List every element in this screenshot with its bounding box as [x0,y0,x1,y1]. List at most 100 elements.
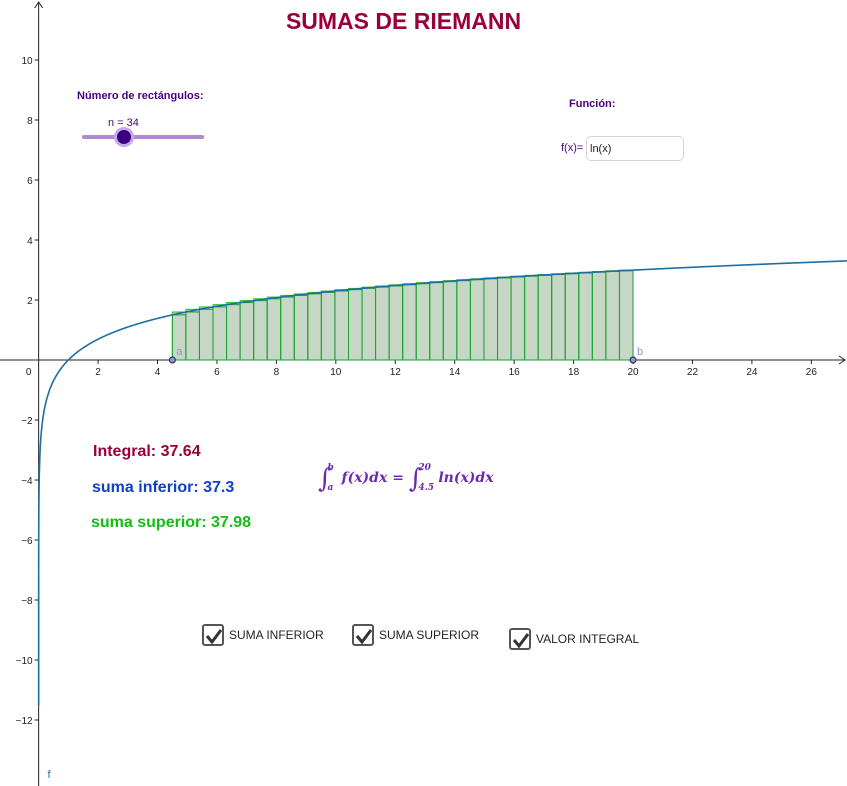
upper-sum-rectangle [537,274,553,361]
point-b-marker [629,356,637,364]
function-input[interactable] [586,136,684,161]
formula-equals: = [392,470,404,486]
upper-sum-rectangle [348,287,363,361]
upper-sum-rectangle [280,294,295,361]
upper-sum-rectangle [591,271,607,361]
upper-sum-rectangle [605,270,620,361]
integral-sign-icon-2: ∫ [408,464,423,494]
upper-sum-rectangle [564,272,580,361]
checkbox-label: SUMA INFERIOR [229,628,324,642]
upper-sum-rectangle [618,269,634,361]
x-axis-arrow-icon [838,355,846,365]
upper-sum-rectangle [551,273,566,361]
page-title: SUMAS DE RIEMANN [285,8,522,34]
x-tick-label: 0 [26,367,32,378]
y-tick-label: 2 [27,296,33,307]
upper-sum-rectangle [415,282,431,361]
upper-sum-rectangle [510,275,526,361]
x-tick-label: 20 [627,367,639,378]
x-tick-label: 10 [330,367,342,378]
upper-sum-rectangle [185,308,200,361]
x-tick-label: 24 [746,367,758,378]
y-tick-label: −4 [21,476,33,487]
lower-sum-value: suma inferior: 37.3 [92,479,235,496]
checkbox-box[interactable] [352,624,374,646]
slider-value: n = 34 [108,117,139,129]
formula-rhs-lower: 4.5 [418,483,435,493]
x-tick-label: 26 [806,367,818,378]
upper-sum-rectangle [388,284,404,361]
y-tick-label: −6 [21,536,33,547]
slider-label: Número de rectángulos: [77,90,204,102]
check-icon [512,633,530,649]
formula-lhs-upper: b [327,463,334,473]
curve-label: f [48,769,52,781]
formula-lhs-lower: a [327,483,334,493]
formula-rhs-upper: 20 [418,463,431,473]
upper-sum-rectangle [293,293,309,361]
point-b-label: b [637,346,643,358]
y-axis-arrow-icon [34,1,44,9]
x-tick-label: 18 [568,367,580,378]
y-tick-label: −10 [16,656,33,667]
upper-sum-rectangle [212,304,228,361]
rectangles-slider-track[interactable] [82,135,204,139]
y-tick-label: 8 [27,116,33,127]
upper-sum-rectangle [456,279,471,361]
x-tick-label: 12 [390,367,402,378]
x-tick-label: 22 [687,367,699,378]
upper-sum-rectangle [198,306,214,361]
check-icon [205,629,223,645]
x-tick-label: 4 [155,367,161,378]
upper-sum-rectangle [334,289,350,361]
upper-sum-rectangle [429,281,444,361]
checkbox-label: SUMA SUPERIOR [379,628,480,642]
y-tick-label: −2 [21,416,33,427]
upper-sum-rectangle [266,296,282,361]
function-curve [37,260,847,706]
upper-sum-rectangle [375,285,390,361]
check-icon [355,629,373,645]
y-tick-label: −12 [16,716,33,727]
checkbox-box[interactable] [509,628,531,650]
upper-sum-rectangle [524,274,539,361]
x-tick-label: 16 [509,367,521,378]
upper-sum-rectangle [361,286,377,361]
integral-formula: ∫ b a f(x)dx = ∫ 20 4.5 ln(x)dx [318,458,494,498]
formula-rhs-integrand: ln(x)dx [438,470,494,486]
function-label: Función: [569,98,616,110]
upper-sum-rectangle [442,280,458,361]
upper-sum-rectangle [253,298,268,361]
y-tick-label: 10 [22,56,34,67]
upper-sum-value: suma superior: 37.98 [91,514,252,531]
upper-sum-rectangle [320,290,336,361]
x-tick-label: 6 [214,367,220,378]
point-a-marker [168,356,176,364]
upper-sum-rectangle [483,277,499,361]
rectangles-slider-knob[interactable] [117,130,131,144]
point-a-label: a [176,346,183,358]
x-tick-label: 2 [95,367,101,378]
upper-sum-rectangle [469,278,485,361]
integral-sign-icon: ∫ [318,464,332,494]
integral-value: Integral: 37.64 [93,443,201,460]
function-prefix: f(x)= [561,142,584,154]
checkbox-upper-sum[interactable]: SUMA SUPERIOR [352,624,479,646]
upper-sum-rectangle [307,291,322,361]
y-tick-label: 4 [27,236,33,247]
y-tick-label: −8 [21,596,33,607]
checkbox-box[interactable] [202,624,224,646]
checkbox-label: VALOR INTEGRAL [536,632,640,646]
upper-sum-rectangle [578,271,593,361]
upper-sum-rectangle [239,300,255,361]
y-tick-label: 6 [27,176,33,187]
formula-lhs-integrand: f(x)dx [341,470,388,486]
upper-sum-rectangle [226,302,241,361]
x-tick-label: 8 [274,367,280,378]
checkbox-integral-value[interactable]: VALOR INTEGRAL [509,628,639,650]
upper-sum-rectangle [497,276,512,361]
upper-sum-rectangle [402,283,417,361]
checkbox-lower-sum[interactable]: SUMA INFERIOR [202,624,324,646]
x-tick-label: 14 [449,367,461,378]
